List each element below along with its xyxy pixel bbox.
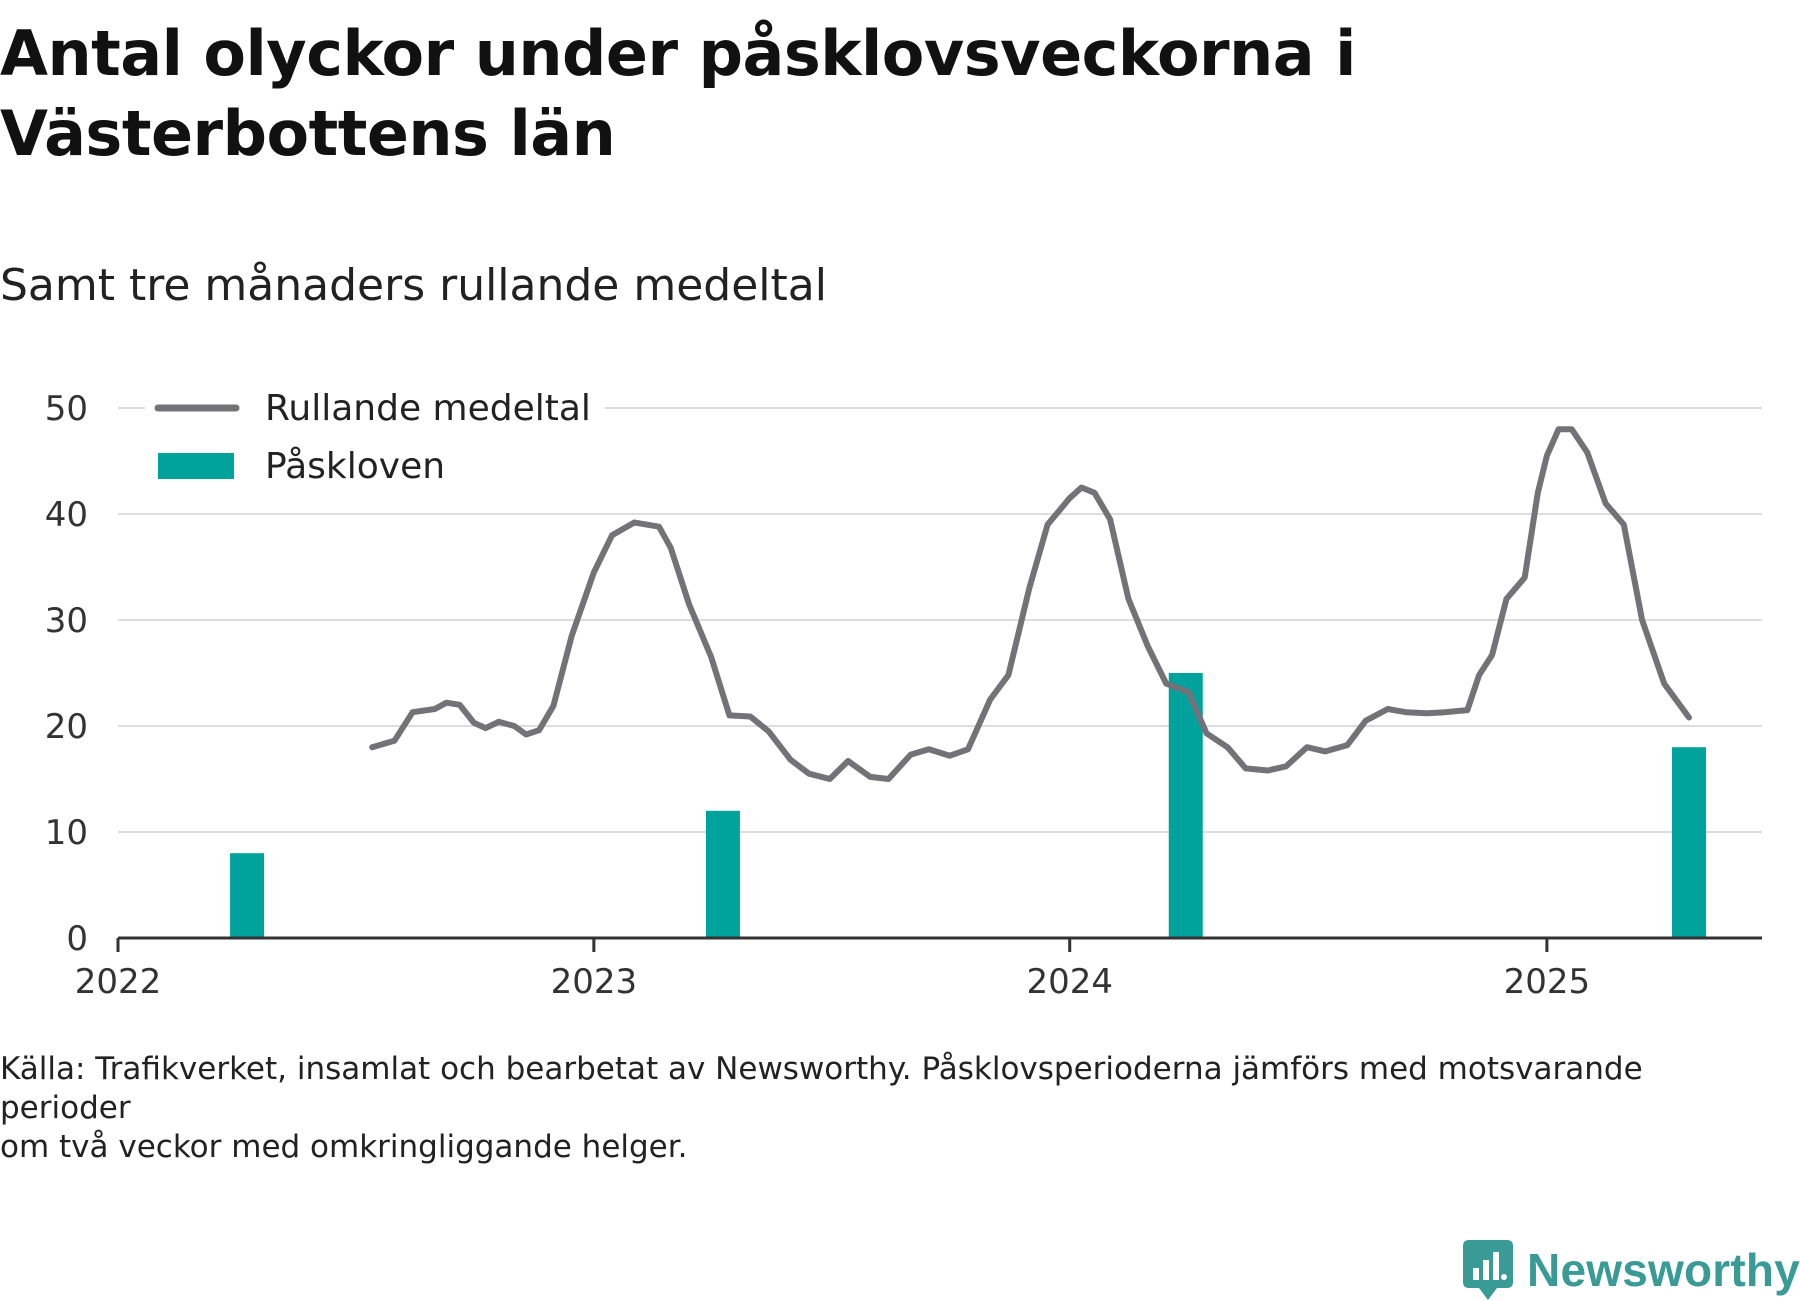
- chart: 0 10 20 30 40 50 2022 2023 2024 2025 Rullande me…: [45, 377, 1762, 1002]
- bar-paskloven-2022: [230, 853, 265, 938]
- y-tick-label-30: 30: [45, 601, 88, 641]
- y-tick-label-20: 20: [45, 707, 88, 747]
- chart-subtitle: Samt tre månaders rullande medeltal: [0, 260, 827, 311]
- legend-label-rullande-medeltal: Rullande medeltal: [265, 388, 591, 429]
- x-tick-label-2024: 2024: [1026, 962, 1113, 1002]
- newsworthy-logo-icon: [1463, 1240, 1514, 1300]
- chart-title: Antal olyckor under påsklovsveckorna i V…: [0, 17, 1356, 170]
- x-tick-label-2025: 2025: [1504, 962, 1591, 1002]
- y-axis-ticks: 0 10 20 30 40 50: [45, 389, 88, 959]
- newsworthy-logo-text: Newsworthy: [1527, 1244, 1800, 1296]
- y-tick-label-10: 10: [45, 813, 88, 853]
- legend-label-paskloven: Påskloven: [265, 446, 445, 487]
- source-footnote: Källa: Trafikverket, insamlat och bearbe…: [0, 1050, 1760, 1167]
- legend: Rullande medeltal Påskloven: [145, 377, 605, 487]
- y-tick-label-40: 40: [45, 495, 88, 535]
- x-tick-label-2023: 2023: [551, 962, 638, 1002]
- line-rullande-medeltal: [369, 426, 1692, 782]
- legend-swatch-paskloven: [158, 453, 234, 479]
- x-tick-label-2022: 2022: [75, 962, 162, 1002]
- x-axis: 2022 2023 2024 2025: [75, 936, 1762, 1002]
- newsworthy-logo: Newsworthy: [1463, 1240, 1800, 1300]
- source-footnote-line-1: Källa: Trafikverket, insamlat och bearbe…: [0, 1051, 1643, 1126]
- y-tick-label-0: 0: [66, 919, 88, 959]
- bar-paskloven-2025: [1671, 747, 1706, 938]
- bar-paskloven-2023: [705, 810, 740, 938]
- line-series-rullande-medeltal: [369, 426, 1692, 782]
- source-footnote-line-2: om två veckor med omkringliggande helger…: [0, 1129, 688, 1165]
- y-tick-label-50: 50: [45, 389, 88, 429]
- bar-series-paskloven: [230, 673, 1706, 938]
